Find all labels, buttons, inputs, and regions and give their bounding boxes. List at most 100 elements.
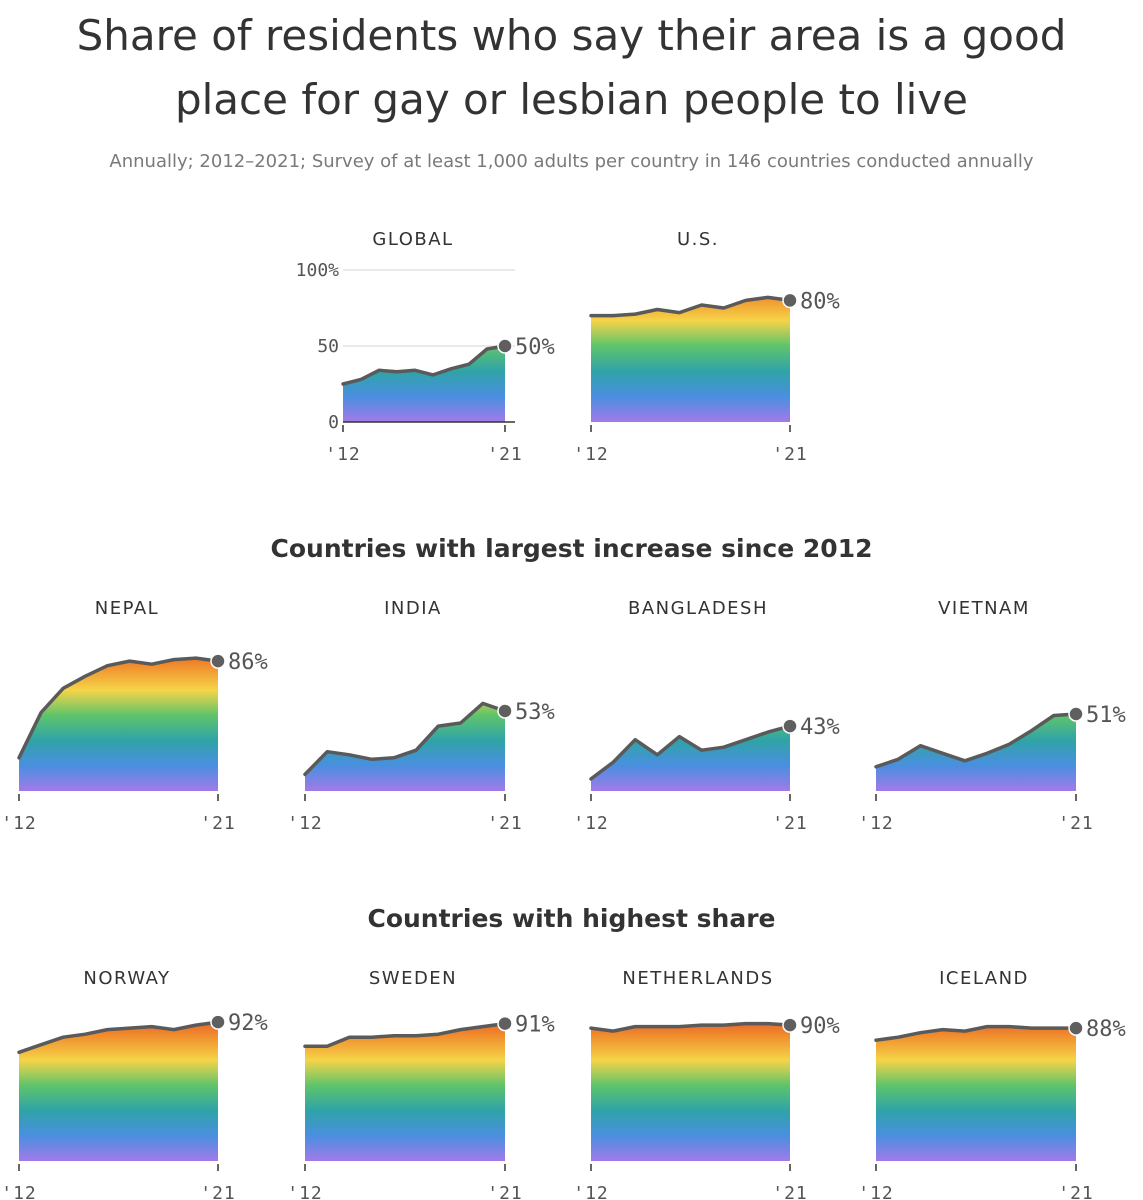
area-fill xyxy=(876,714,1076,791)
x-tick-label: '21 xyxy=(200,1183,236,1200)
data-point xyxy=(896,757,900,761)
data-point xyxy=(633,1025,637,1029)
end-dot xyxy=(497,338,513,354)
end-value-label: 50% xyxy=(515,335,555,360)
data-point xyxy=(985,1025,989,1029)
data-point xyxy=(83,674,87,678)
panel-title: NORWAY xyxy=(83,968,170,989)
series-line xyxy=(589,1021,792,1033)
end-value-label: 51% xyxy=(1086,703,1126,728)
area-fill xyxy=(591,297,790,422)
data-point xyxy=(105,664,109,668)
data-point xyxy=(744,298,748,302)
data-point xyxy=(303,1044,307,1048)
data-point xyxy=(194,1023,198,1027)
end-dot xyxy=(497,703,513,719)
data-point xyxy=(128,1026,132,1030)
data-point xyxy=(341,382,345,386)
data-point xyxy=(655,1025,659,1029)
x-tick-label: '12 xyxy=(573,444,609,465)
data-point xyxy=(413,368,417,372)
panel-global: 50% GLOBAL '12 '21 100% 50 0 xyxy=(296,229,555,465)
data-point xyxy=(589,777,593,781)
data-point xyxy=(392,1034,396,1038)
data-point xyxy=(744,738,748,742)
x-tick-label: '12 xyxy=(1,1183,37,1200)
data-point xyxy=(918,1031,922,1035)
panel-bangladesh: 43% BANGLADESH '12 '21 xyxy=(573,598,840,834)
data-point xyxy=(172,1028,176,1032)
data-point xyxy=(370,757,374,761)
data-point xyxy=(194,656,198,660)
data-point xyxy=(61,686,65,690)
data-point xyxy=(611,760,615,764)
data-point xyxy=(1030,1026,1034,1030)
end-dot xyxy=(1068,706,1084,722)
x-tick-label: '21 xyxy=(772,444,808,465)
data-point xyxy=(39,1043,43,1047)
y-tick-label: 100% xyxy=(296,260,340,281)
end-dot xyxy=(210,653,226,669)
panel-title: BANGLADESH xyxy=(628,598,768,619)
data-point xyxy=(918,744,922,748)
data-point xyxy=(611,314,615,318)
data-point xyxy=(766,730,770,734)
end-value-label: 91% xyxy=(515,1013,555,1038)
panel-title: INDIA xyxy=(384,598,442,619)
data-point xyxy=(17,756,21,760)
data-point xyxy=(941,751,945,755)
area-fill xyxy=(19,1022,218,1161)
y-tick-label: 50 xyxy=(317,336,339,357)
title-line-2: place for gay or lesbian people to live xyxy=(174,75,969,124)
data-point xyxy=(61,1035,65,1039)
data-point xyxy=(449,367,453,371)
end-value-label: 53% xyxy=(515,700,555,725)
x-tick-label: '21 xyxy=(487,1183,523,1200)
data-point xyxy=(485,347,489,351)
data-point xyxy=(677,311,681,315)
data-point xyxy=(874,1038,878,1042)
data-point xyxy=(414,1034,418,1038)
end-dot xyxy=(497,1015,513,1032)
data-point xyxy=(347,753,351,757)
data-point xyxy=(700,303,704,307)
x-tick-label: '21 xyxy=(772,1183,808,1200)
data-point xyxy=(700,1023,704,1027)
data-point xyxy=(481,701,485,705)
end-value-label: 92% xyxy=(228,1011,268,1036)
x-tick-label: '12 xyxy=(573,1183,609,1200)
data-point xyxy=(963,1029,967,1033)
panel-india: 53% INDIA '12 '21 xyxy=(287,598,555,834)
data-point xyxy=(83,1032,87,1036)
data-point xyxy=(467,362,471,366)
panel-title: NEPAL xyxy=(95,598,159,619)
x-tick-label: '12 xyxy=(325,444,361,465)
panel-title: SWEDEN xyxy=(369,968,457,989)
y-tick-label: 0 xyxy=(328,412,339,433)
panel-iceland: 88% ICELAND '12 '21 xyxy=(858,968,1126,1200)
x-tick-label: '21 xyxy=(1058,813,1094,834)
data-point xyxy=(589,314,593,318)
x-tick-label: '21 xyxy=(1058,1183,1094,1200)
data-point xyxy=(436,724,440,728)
data-point xyxy=(377,368,381,372)
area-fill xyxy=(591,1023,790,1161)
data-point xyxy=(128,659,132,663)
data-point xyxy=(1007,1025,1011,1029)
series-line xyxy=(17,656,220,760)
data-point xyxy=(431,373,435,377)
data-point xyxy=(722,745,726,749)
x-tick-label: '21 xyxy=(772,813,808,834)
data-point xyxy=(677,735,681,739)
data-point xyxy=(941,1028,945,1032)
data-point xyxy=(611,1029,615,1033)
area-fill xyxy=(591,726,790,791)
data-point xyxy=(677,1025,681,1029)
series-line xyxy=(874,1024,1078,1042)
data-point xyxy=(1030,729,1034,733)
end-dot xyxy=(782,292,798,309)
x-tick-label: '12 xyxy=(858,813,894,834)
x-tick-label: '12 xyxy=(1,813,37,834)
end-value-label: 86% xyxy=(228,650,268,675)
